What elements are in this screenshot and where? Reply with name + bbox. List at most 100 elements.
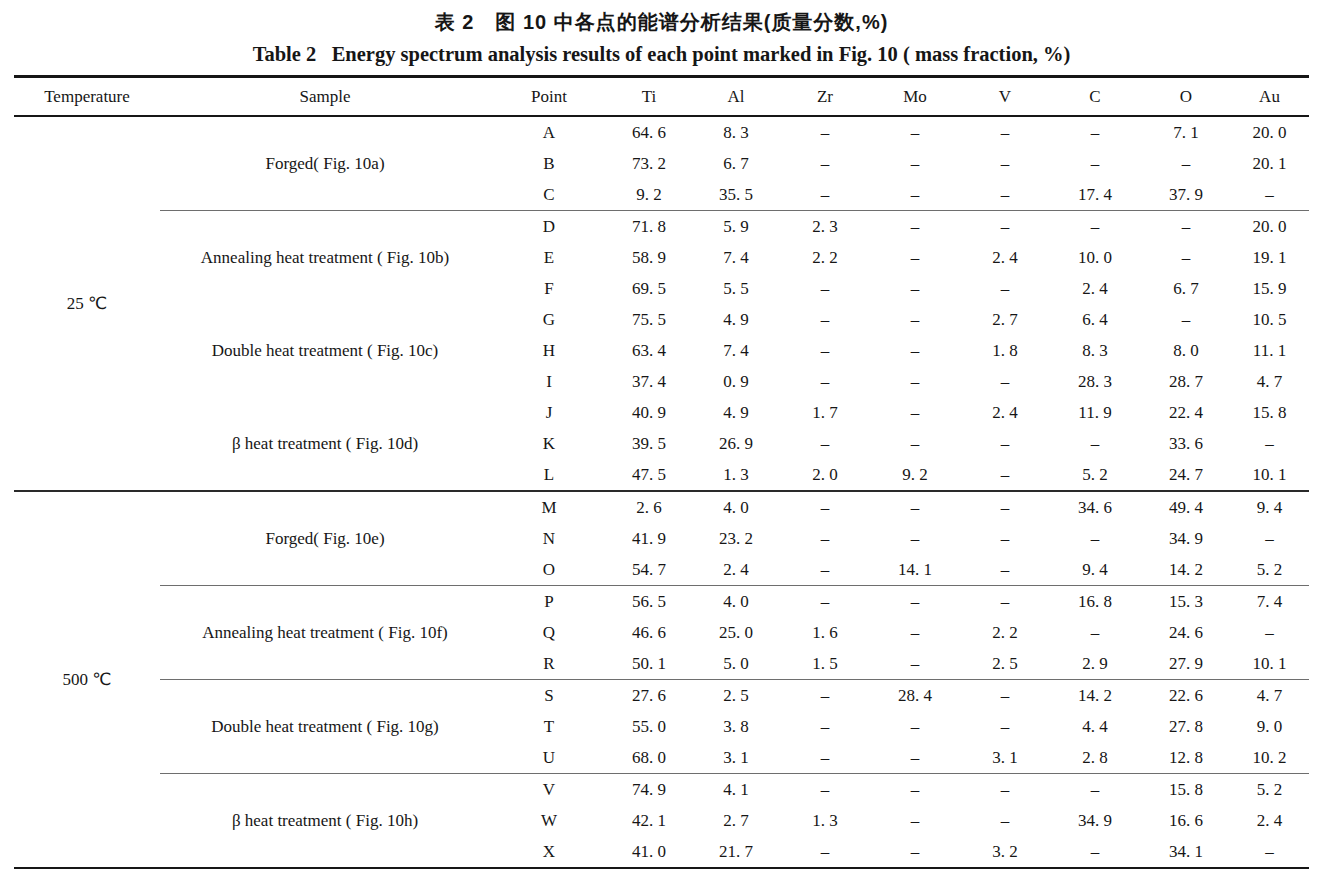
cell-au: 10. 5	[1230, 304, 1309, 335]
cell-al: 4. 0	[690, 491, 782, 523]
cell-ti: 63. 4	[608, 335, 690, 366]
cell-o: 22. 6	[1142, 680, 1230, 712]
cell-zr: –	[782, 586, 868, 618]
cell-zr: –	[782, 273, 868, 304]
cell-point: I	[490, 366, 608, 397]
cell-mo: –	[868, 774, 962, 806]
cell-v: –	[962, 459, 1048, 491]
column-header-au: Au	[1230, 77, 1309, 117]
cell-point: F	[490, 273, 608, 304]
cell-ti: 68. 0	[608, 742, 690, 774]
cell-v: 2. 4	[962, 397, 1048, 428]
sample-cell: β heat treatment ( Fig. 10h)	[160, 774, 490, 869]
table-body: 25 ℃Forged( Fig. 10a)A64. 68. 3––––7. 12…	[14, 116, 1309, 868]
cell-point: D	[490, 211, 608, 243]
cell-point: A	[490, 116, 608, 148]
cell-c: –	[1048, 148, 1142, 179]
cell-v: –	[962, 211, 1048, 243]
cell-ti: 50. 1	[608, 648, 690, 680]
cell-o: –	[1142, 211, 1230, 243]
cell-au: –	[1230, 179, 1309, 211]
cell-o: 37. 9	[1142, 179, 1230, 211]
table-row: Annealing heat treatment ( Fig. 10b)D71.…	[14, 211, 1309, 243]
cell-c: –	[1048, 116, 1142, 148]
cell-au: 9. 4	[1230, 491, 1309, 523]
cell-ti: 75. 5	[608, 304, 690, 335]
cell-o: 34. 1	[1142, 836, 1230, 868]
cell-v: 2. 7	[962, 304, 1048, 335]
cell-zr: 1. 3	[782, 805, 868, 836]
cell-ti: 9. 2	[608, 179, 690, 211]
cell-ti: 56. 5	[608, 586, 690, 618]
cell-ti: 39. 5	[608, 428, 690, 459]
cell-point: V	[490, 774, 608, 806]
cell-al: 25. 0	[690, 617, 782, 648]
cell-zr: –	[782, 428, 868, 459]
cell-mo: –	[868, 273, 962, 304]
cell-ti: 27. 6	[608, 680, 690, 712]
cell-au: 4. 7	[1230, 680, 1309, 712]
cell-al: 7. 4	[690, 242, 782, 273]
cell-al: 23. 2	[690, 523, 782, 554]
cell-al: 5. 5	[690, 273, 782, 304]
cell-v: 2. 5	[962, 648, 1048, 680]
cell-v: –	[962, 523, 1048, 554]
cell-zr: –	[782, 523, 868, 554]
cell-zr: 2. 2	[782, 242, 868, 273]
cell-zr: 1. 6	[782, 617, 868, 648]
cell-o: 16. 6	[1142, 805, 1230, 836]
cell-al: 1. 3	[690, 459, 782, 491]
sample-cell: Annealing heat treatment ( Fig. 10b)	[160, 211, 490, 305]
cell-ti: 74. 9	[608, 774, 690, 806]
cell-c: 34. 6	[1048, 491, 1142, 523]
cell-c: 16. 8	[1048, 586, 1142, 618]
cell-o: 14. 2	[1142, 554, 1230, 586]
cell-point: W	[490, 805, 608, 836]
cell-v: –	[962, 273, 1048, 304]
cell-mo: –	[868, 805, 962, 836]
table-title-english: Table 2 Energy spectrum analysis results…	[0, 43, 1323, 66]
cell-o: –	[1142, 242, 1230, 273]
cell-ti: 2. 6	[608, 491, 690, 523]
cell-point: R	[490, 648, 608, 680]
cell-point: K	[490, 428, 608, 459]
cell-c: 5. 2	[1048, 459, 1142, 491]
cell-mo: –	[868, 491, 962, 523]
column-header-mo: Mo	[868, 77, 962, 117]
cell-c: 4. 4	[1048, 711, 1142, 742]
cell-v: –	[962, 774, 1048, 806]
cell-point: E	[490, 242, 608, 273]
cell-zr: –	[782, 711, 868, 742]
cell-au: –	[1230, 617, 1309, 648]
cell-v: –	[962, 805, 1048, 836]
cell-mo: –	[868, 148, 962, 179]
cell-mo: –	[868, 366, 962, 397]
cell-zr: –	[782, 179, 868, 211]
cell-c: 10. 0	[1048, 242, 1142, 273]
cell-c: 6. 4	[1048, 304, 1142, 335]
column-header-v: V	[962, 77, 1048, 117]
table-row: Double heat treatment ( Fig. 10g)S27. 62…	[14, 680, 1309, 712]
cell-ti: 47. 5	[608, 459, 690, 491]
cell-zr: –	[782, 680, 868, 712]
cell-point: C	[490, 179, 608, 211]
cell-ti: 64. 6	[608, 116, 690, 148]
cell-al: 4. 9	[690, 304, 782, 335]
sample-cell: β heat treatment ( Fig. 10d)	[160, 397, 490, 491]
temperature-cell: 500 ℃	[14, 491, 160, 868]
energy-spectrum-results-table: TemperatureSamplePointTiAlZrMoVCOAu 25 ℃…	[14, 75, 1309, 869]
cell-o: 27. 9	[1142, 648, 1230, 680]
cell-au: –	[1230, 428, 1309, 459]
cell-au: 20. 0	[1230, 116, 1309, 148]
cell-mo: –	[868, 335, 962, 366]
cell-c: –	[1048, 211, 1142, 243]
cell-ti: 58. 9	[608, 242, 690, 273]
cell-o: 28. 7	[1142, 366, 1230, 397]
sample-cell: Annealing heat treatment ( Fig. 10f)	[160, 586, 490, 680]
cell-o: –	[1142, 304, 1230, 335]
cell-zr: –	[782, 335, 868, 366]
cell-o: 12. 8	[1142, 742, 1230, 774]
cell-zr: –	[782, 148, 868, 179]
cell-ti: 41. 9	[608, 523, 690, 554]
cell-al: 4. 1	[690, 774, 782, 806]
